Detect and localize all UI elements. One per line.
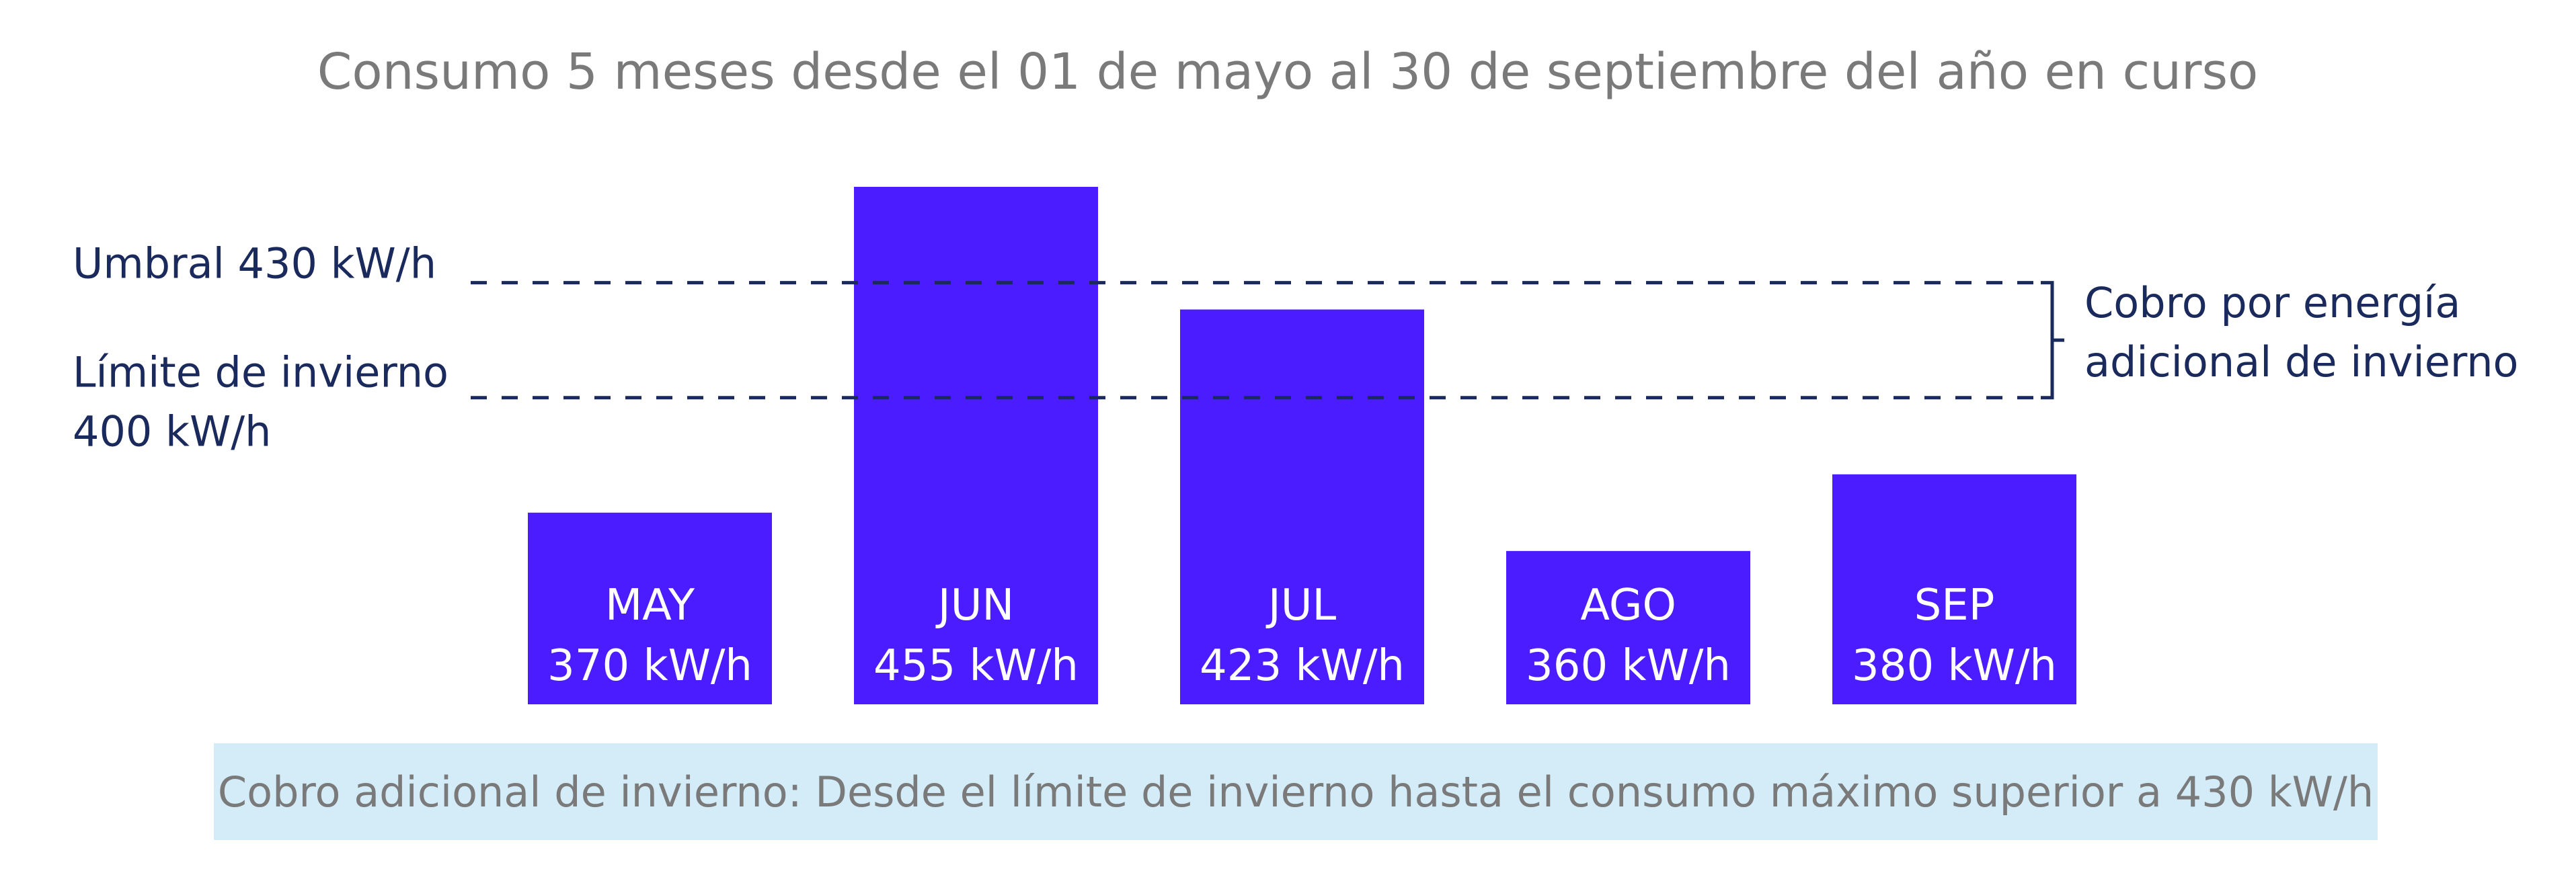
bar-value-label: 423 kW/h	[1200, 641, 1405, 691]
bar-category-label: MAY	[605, 581, 695, 630]
bracket-annotation-label: Cobro por energía	[2084, 278, 2460, 327]
bar-value-label: 370 kW/h	[547, 641, 752, 691]
bars-group: MAY 370 kW/h JUN 455 kW/h JUL 423 kW/h AGO 360 …	[528, 187, 2076, 704]
reference-lines-group: Umbral 430 kW/h Límite de invierno 400 kW/…	[73, 239, 2041, 456]
reference-line-label: 400 kW/h	[73, 407, 271, 456]
bar-jun	[854, 187, 1098, 704]
bar-category-label: JUN	[935, 581, 1015, 630]
footer-note-box	[214, 743, 2378, 840]
bar-value-label: 360 kW/h	[1526, 641, 1731, 691]
bar-category-label: SEP	[1914, 581, 1995, 630]
chart-title: Consumo 5 meses desde el 01 de mayo al 3…	[317, 43, 2259, 101]
bar-sep	[1832, 474, 2076, 704]
bar-ago	[1506, 550, 1750, 704]
footer-note-text: Cobro adicional de invierno: Desde el lí…	[218, 767, 2374, 817]
reference-line-label: Límite de invierno	[73, 348, 448, 397]
bar-jul	[1180, 309, 1424, 704]
reference-line-label: Umbral 430 kW/h	[73, 239, 436, 288]
bar-value-label: 455 kW/h	[873, 641, 1079, 691]
bracket-annotation-group: Cobro por energía adicional de invierno	[2041, 278, 2518, 400]
bar-category-label: JUL	[1265, 581, 1337, 630]
bracket-shape	[2041, 281, 2064, 400]
bar-may	[528, 512, 772, 704]
bracket-annotation-label: adicional de invierno	[2084, 337, 2518, 386]
bar-value-label: 380 kW/h	[1852, 641, 2057, 691]
bar-category-label: AGO	[1580, 581, 1676, 630]
